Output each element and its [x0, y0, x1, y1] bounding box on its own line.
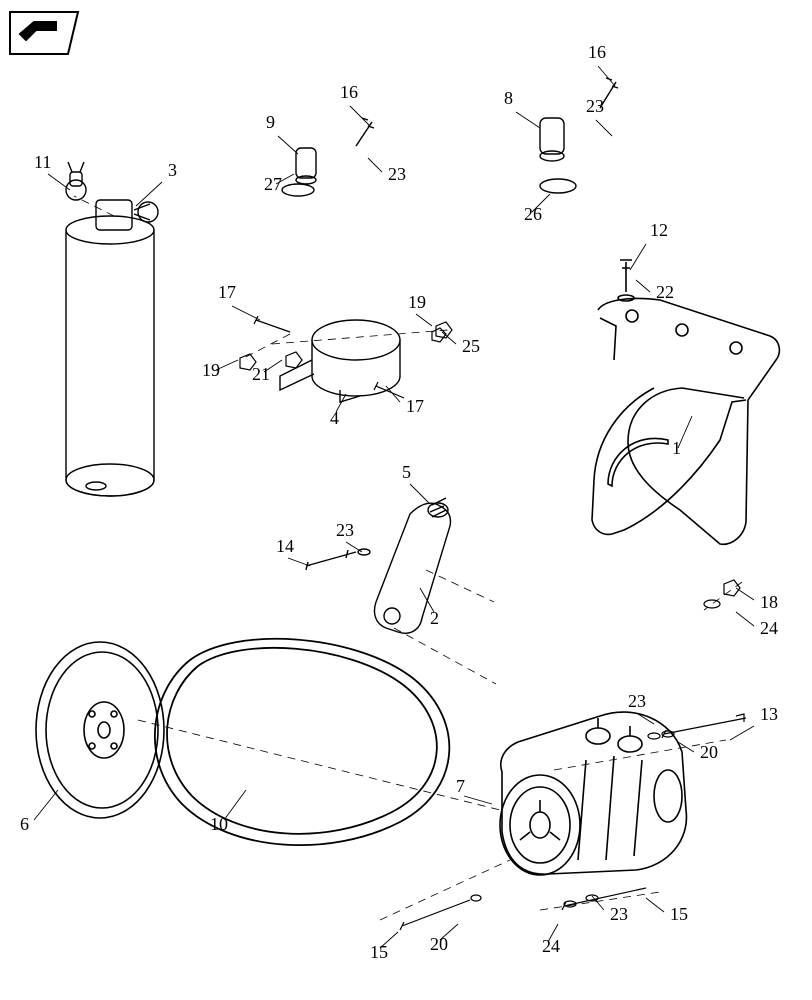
part-pulley [36, 642, 164, 818]
callout-21: 21 [252, 360, 282, 384]
part-roller [428, 498, 448, 517]
callout-23b: 23 [586, 96, 612, 136]
callout-label: 5 [402, 462, 411, 482]
callout-label: 23 [336, 520, 354, 540]
callout-11: 11 [34, 152, 70, 190]
callout-9: 9 [266, 112, 298, 154]
callout-label: 3 [168, 160, 177, 180]
callout-label: 15 [670, 904, 688, 924]
callout-label: 23 [388, 164, 406, 184]
callout-8: 8 [504, 88, 540, 128]
callout-24b: 24 [542, 924, 560, 956]
callout-1: 1 [672, 416, 692, 458]
callout-label: 19 [408, 292, 426, 312]
callout-4: 4 [330, 394, 346, 428]
callout-label: 17 [406, 396, 424, 416]
callout-label: 10 [210, 814, 228, 834]
callout-14: 14 [276, 536, 310, 566]
callout-23c: 23 [336, 520, 362, 552]
part-oring-27 [282, 184, 314, 196]
part-sensor-9 [282, 118, 374, 196]
callout-label: 8 [504, 88, 513, 108]
callout-label: 26 [524, 204, 542, 224]
part-bolt-14 [306, 550, 356, 570]
callout-label: 20 [700, 742, 718, 762]
callout-label: 22 [656, 282, 674, 302]
part-receiver-drier [66, 162, 158, 496]
callout-7: 7 [456, 776, 492, 804]
callout-label: 19 [202, 360, 220, 380]
callout-19: 19 [408, 292, 432, 326]
part-clamp [280, 320, 400, 402]
callout-15: 15 [646, 898, 688, 924]
callout-label: 24 [760, 618, 778, 638]
hardware-misc [240, 316, 746, 930]
callout-label: 16 [588, 42, 606, 62]
callout-label: 13 [760, 704, 778, 724]
part-sensor-8 [540, 78, 618, 193]
callout-label: 18 [760, 592, 778, 612]
callout-label: 23 [610, 904, 628, 924]
callout-17b: 17 [386, 386, 424, 416]
parts-diagram: 1234567891011121314151516161717181919202… [0, 0, 812, 1000]
callout-label: 16 [340, 82, 358, 102]
part-bolt-12 [620, 260, 632, 292]
callout-23: 23 [368, 158, 406, 184]
callout-20b: 20 [430, 924, 458, 954]
callout-3: 3 [136, 160, 177, 206]
callout-15b: 15 [370, 932, 398, 962]
callout-label: 23 [628, 691, 646, 711]
part-belt [155, 639, 449, 845]
callout-label: 11 [34, 152, 51, 172]
part-compressor [500, 712, 686, 875]
callout-label: 12 [650, 220, 668, 240]
callout-27: 27 [264, 174, 294, 194]
callout-13: 13 [730, 704, 778, 740]
part-bracket-main [592, 260, 779, 544]
callout-24: 24 [736, 612, 778, 638]
page-logo [10, 12, 78, 54]
callout-label: 21 [252, 364, 270, 384]
callout-label: 9 [266, 112, 275, 132]
callout-10: 10 [210, 790, 246, 834]
callout-label: 6 [20, 814, 29, 834]
callout-label: 14 [276, 536, 294, 556]
callout-23e: 23 [592, 896, 628, 924]
callout-18: 18 [736, 588, 778, 612]
callout-label: 24 [542, 936, 560, 956]
callout-12: 12 [630, 220, 668, 270]
callout-label: 20 [430, 934, 448, 954]
callouts: 1234567891011121314151516161717181919202… [20, 42, 778, 962]
callout-label: 1 [672, 438, 681, 458]
callout-19b: 19 [202, 360, 238, 380]
callout-label: 2 [430, 608, 439, 628]
callout-label: 4 [330, 408, 339, 428]
callout-label: 25 [462, 336, 480, 356]
callout-6: 6 [20, 790, 58, 834]
callout-label: 27 [264, 174, 282, 194]
callout-26: 26 [524, 194, 550, 224]
callout-label: 7 [456, 776, 465, 796]
callout-23d: 23 [628, 691, 654, 724]
callout-17: 17 [218, 282, 260, 320]
callout-5: 5 [402, 462, 430, 504]
part-adjuster-arm [306, 498, 451, 633]
part-oring-26 [540, 179, 576, 193]
part-washer-23 [358, 549, 370, 555]
part-pressure-switch [66, 162, 86, 200]
callout-label: 23 [586, 96, 604, 116]
callout-label: 17 [218, 282, 236, 302]
callout-label: 15 [370, 942, 388, 962]
